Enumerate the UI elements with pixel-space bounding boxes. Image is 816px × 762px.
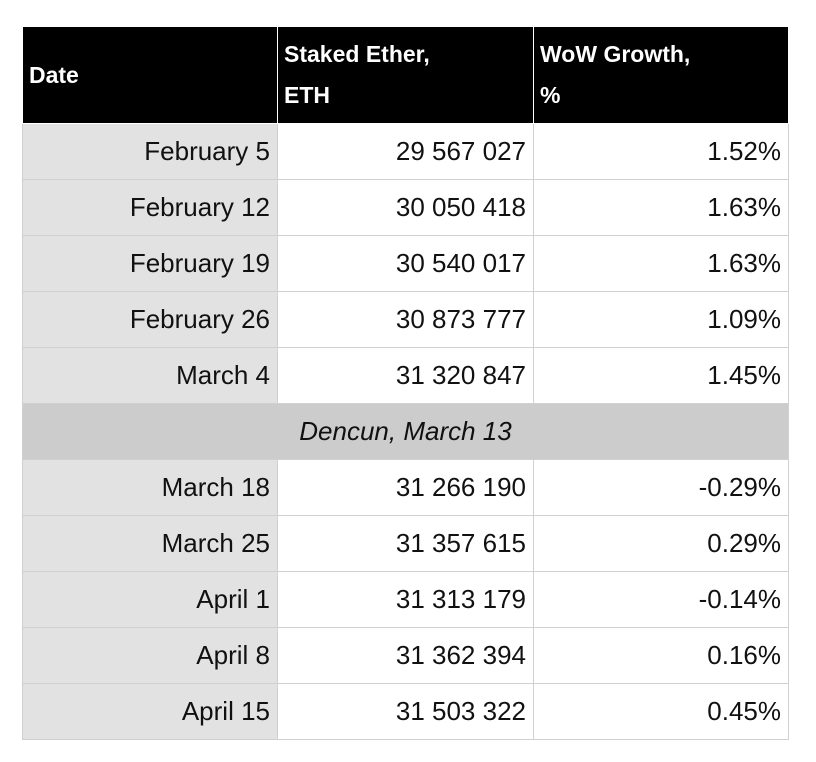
value-cell: 0.29% (533, 515, 789, 572)
date-cell: April 8 (22, 627, 278, 684)
table-body: February 5 29 567 027 1.52% February 12 30 0… (22, 123, 789, 740)
value-cell: 29 567 027 (277, 123, 534, 180)
date-cell: February 12 (22, 179, 278, 236)
value-cell: 30 540 017 (277, 235, 534, 292)
header-text: WoW Growth, % (540, 41, 691, 108)
date-cell: April 1 (22, 571, 278, 628)
date-cell: February 5 (22, 123, 278, 180)
divider-cell: Dencun, March 13 (22, 403, 789, 460)
value-cell: 30 050 418 (277, 179, 534, 236)
date-cell: March 25 (22, 515, 278, 572)
value-cell: 31 266 190 (277, 459, 534, 516)
value-cell: 31 357 615 (277, 515, 534, 572)
staking-table: Date Staked Ether, ETH WoW Growth, % Febru… (22, 27, 789, 740)
value-cell: 1.52% (533, 123, 789, 180)
data-row: March 18 31 266 190 -0.29% (22, 459, 789, 516)
table-header: Date Staked Ether, ETH WoW Growth, % (22, 27, 789, 124)
data-row: March 25 31 357 615 0.29% (22, 515, 789, 572)
data-row: April 1 31 313 179 -0.14% (22, 571, 789, 628)
header-cell: Staked Ether, ETH (277, 27, 534, 124)
value-cell: 1.63% (533, 235, 789, 292)
data-row: February 19 30 540 017 1.63% (22, 235, 789, 292)
header-cell: WoW Growth, % (533, 27, 789, 124)
value-cell: 31 503 322 (277, 683, 534, 740)
data-row: February 12 30 050 418 1.63% (22, 179, 789, 236)
data-row: February 5 29 567 027 1.52% (22, 123, 789, 180)
value-cell: -0.29% (533, 459, 789, 516)
value-cell: 0.16% (533, 627, 789, 684)
value-cell: 0.45% (533, 683, 789, 740)
date-cell: March 4 (22, 347, 278, 404)
data-row: February 26 30 873 777 1.09% (22, 291, 789, 348)
date-cell: April 15 (22, 683, 278, 740)
header-text: Staked Ether, ETH (284, 41, 430, 108)
header-cell: Date (22, 27, 278, 124)
value-cell: 1.45% (533, 347, 789, 404)
value-cell: 30 873 777 (277, 291, 534, 348)
divider-row: Dencun, March 13 (22, 403, 789, 460)
value-cell: 31 320 847 (277, 347, 534, 404)
header-row: Date Staked Ether, ETH WoW Growth, % (22, 27, 789, 124)
value-cell: -0.14% (533, 571, 789, 628)
value-cell: 31 362 394 (277, 627, 534, 684)
date-cell: March 18 (22, 459, 278, 516)
header-text: Date (29, 61, 79, 88)
value-cell: 1.63% (533, 179, 789, 236)
date-cell: February 19 (22, 235, 278, 292)
value-cell: 31 313 179 (277, 571, 534, 628)
value-cell: 1.09% (533, 291, 789, 348)
date-cell: February 26 (22, 291, 278, 348)
data-row: April 15 31 503 322 0.45% (22, 683, 789, 740)
data-row: April 8 31 362 394 0.16% (22, 627, 789, 684)
data-row: March 4 31 320 847 1.45% (22, 347, 789, 404)
